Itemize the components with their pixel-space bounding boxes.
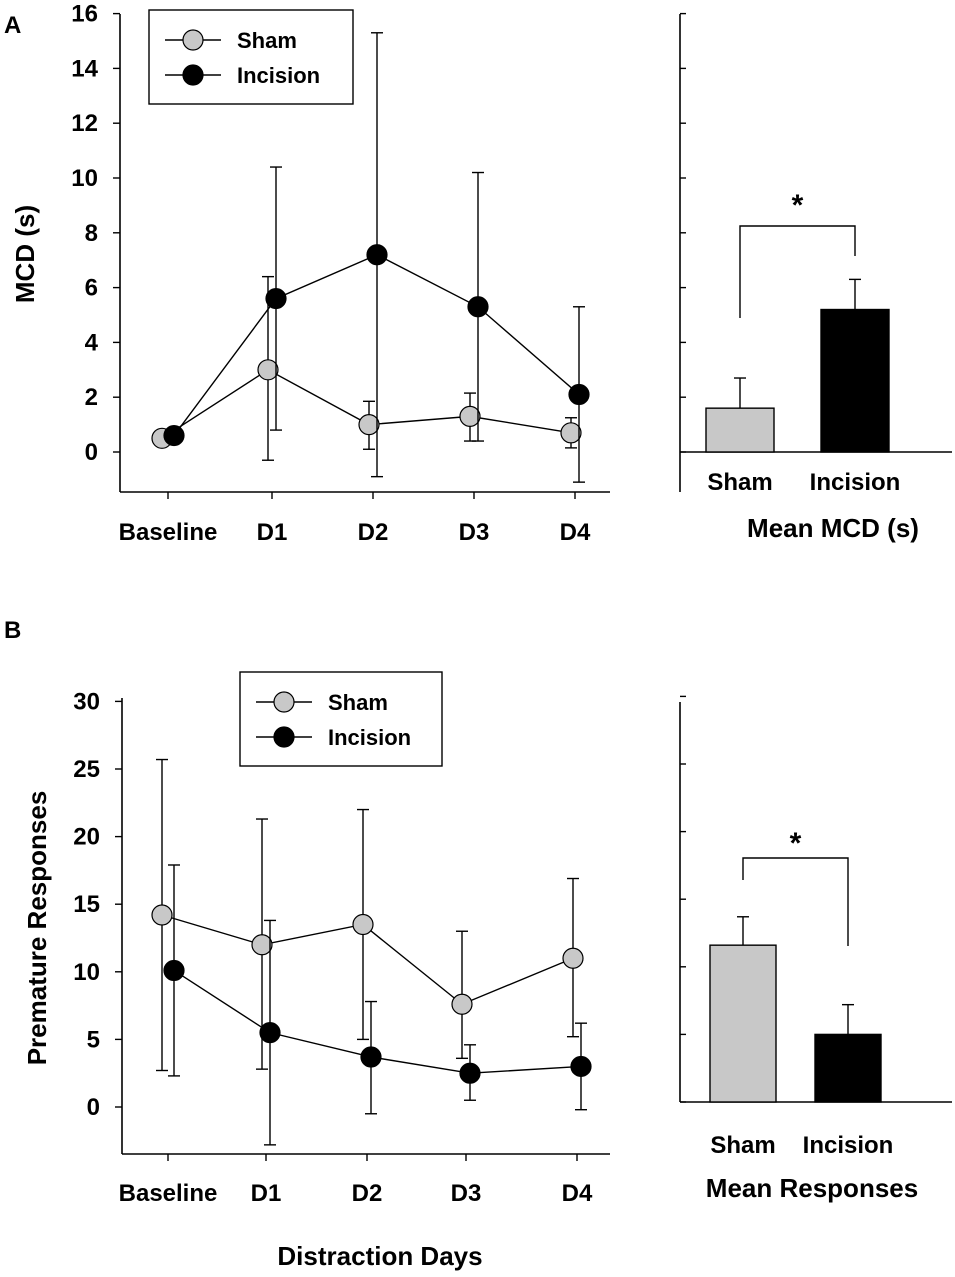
bar-category-label: Sham (710, 1132, 775, 1159)
shared-x-axis-label: Distraction Days (277, 1241, 482, 1271)
incision-data-point (259, 1022, 281, 1044)
y-tick-label: 10 (73, 959, 100, 986)
y-tick-label: 10 (71, 165, 98, 192)
sham-bar (709, 944, 777, 1103)
legend-label-incision: Incision (328, 725, 411, 750)
y-tick-label: 20 (73, 824, 100, 851)
significance-bracket (739, 225, 856, 318)
bar-x-axis-label: Mean Responses (706, 1173, 918, 1203)
y-tick-label: 25 (73, 756, 100, 783)
incision-data-point (163, 959, 185, 982)
significance-star: * (792, 189, 804, 222)
y-tick-label: 0 (85, 439, 98, 466)
incision-data-point (163, 424, 185, 447)
y-tick-label: 16 (71, 1, 98, 28)
x-tick-label: D4 (562, 1180, 593, 1207)
sham-data-point (257, 359, 279, 381)
y-tick-label: 14 (71, 55, 98, 82)
x-tick-label: D3 (451, 1180, 482, 1207)
x-tick-label: D2 (358, 519, 389, 546)
sham-data-point (151, 904, 173, 926)
legend-marker-incision (273, 726, 295, 748)
sham-data-point (560, 422, 582, 444)
incision-data-point (467, 296, 489, 318)
y-tick-label: 8 (85, 220, 98, 247)
y-tick-label: 15 (73, 891, 100, 918)
bar-category-label: Incision (803, 1132, 894, 1159)
bar-category-label: Incision (810, 469, 901, 496)
y-tick-label: 0 (87, 1094, 100, 1121)
incision-bar (814, 1033, 882, 1103)
y-axis-label: MCD (s) (10, 205, 40, 303)
legend-marker-sham (273, 691, 295, 713)
y-axis-label: Premature Responses (22, 791, 52, 1066)
y-tick-label: 6 (85, 275, 98, 302)
sham-data-point (459, 405, 481, 427)
sham-bar (705, 407, 775, 453)
legend-label-sham: Sham (328, 690, 388, 715)
incision-data-point (366, 244, 388, 266)
legend-marker-sham (182, 29, 204, 51)
x-tick-label: D1 (257, 519, 288, 546)
legend: Sham Incision (239, 671, 443, 767)
incision-bar (820, 308, 890, 453)
sham-data-point (562, 947, 584, 969)
y-tick-label: 5 (87, 1026, 100, 1053)
sham-data-point (451, 993, 473, 1015)
x-tick-label: Baseline (119, 519, 218, 546)
legend: Sham Incision (148, 9, 354, 105)
incision-data-point (265, 287, 287, 310)
y-tick-label: 12 (71, 110, 98, 137)
panel-label-a: A (4, 12, 21, 39)
legend-marker-incision (182, 64, 204, 86)
y-tick-label: 2 (85, 384, 98, 411)
significance-star: * (790, 827, 802, 860)
chart-b-line: 0 5 10 15 20 25 30 Baseline D1 D2 D3 D4 Premature Re… (22, 671, 610, 1207)
chart-a-bar: Sham Incision * Mean MCD (s) (679, 12, 952, 543)
x-tick-label: Baseline (119, 1180, 218, 1207)
sham-data-point (352, 913, 374, 936)
y-tick-label: 4 (85, 329, 99, 356)
bar-category-label: Sham (707, 469, 772, 496)
x-tick-label: D3 (459, 519, 490, 546)
legend-box (148, 9, 354, 105)
x-tick-label: D4 (560, 519, 591, 546)
legend-label-sham: Sham (237, 28, 297, 53)
incision-data-point (570, 1055, 592, 1078)
x-tick-label: D2 (352, 1180, 383, 1207)
sham-data-point (358, 414, 380, 436)
incision-data-point (568, 383, 590, 406)
legend-label-incision: Incision (237, 63, 320, 88)
incision-data-point (459, 1062, 481, 1084)
sham-data-point (251, 934, 273, 956)
significance-bracket (742, 857, 849, 946)
chart-a-line: 0 2 4 6 8 10 12 14 16 Baseline D1 D2 D3 D4 MCD (s) Sham… (10, 1, 610, 546)
bar-x-axis-label: Mean MCD (s) (747, 513, 919, 543)
panel-label-b: B (4, 617, 21, 644)
legend-box (239, 671, 443, 767)
x-tick-label: D1 (251, 1180, 282, 1207)
chart-b-bar: Sham Incision * Mean Responses (679, 695, 952, 1203)
incision-data-point (360, 1046, 382, 1068)
y-tick-label: 30 (73, 688, 100, 715)
